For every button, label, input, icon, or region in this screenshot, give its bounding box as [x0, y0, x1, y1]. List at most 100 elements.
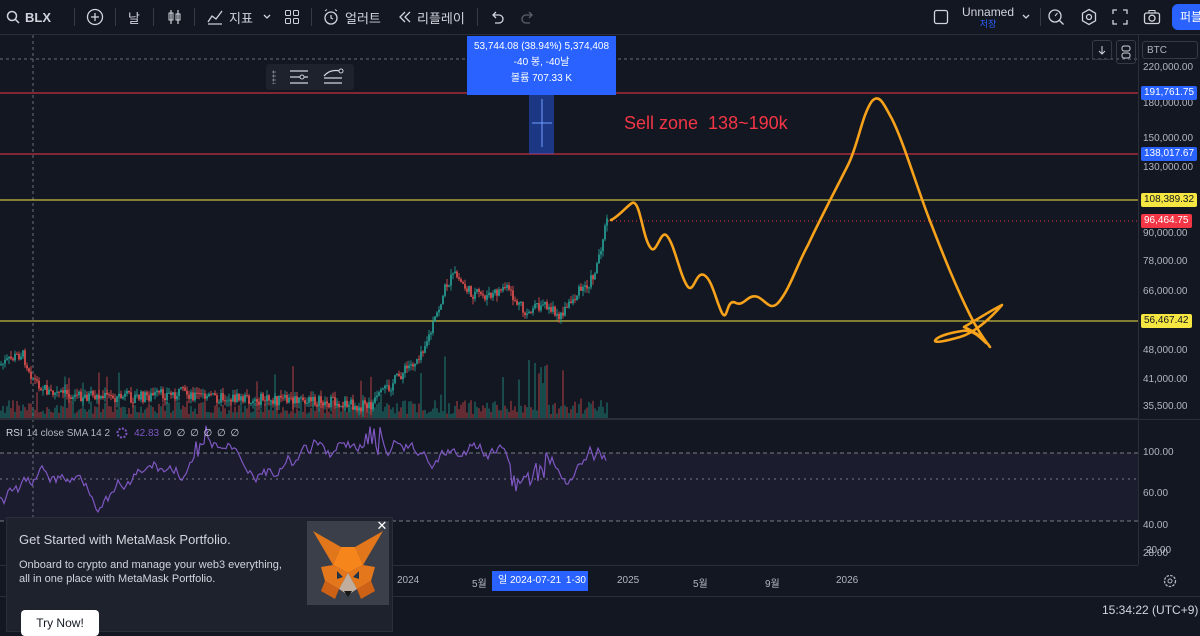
price-chart[interactable] — [0, 35, 1138, 565]
symbol-search-button[interactable]: BLX — [6, 0, 51, 34]
volume-bar — [510, 400, 512, 418]
volume-bar — [248, 400, 250, 418]
candle-body — [112, 395, 114, 399]
indicators-button[interactable]: 지표 — [206, 0, 253, 34]
volume-bar — [40, 411, 42, 418]
volume-bar — [538, 373, 540, 418]
volume-bar — [160, 406, 162, 418]
volume-bar — [438, 412, 440, 418]
scroll-down-button[interactable] — [1092, 40, 1112, 60]
candle-body — [298, 397, 300, 404]
candle-body — [270, 400, 272, 402]
sell-zone-annotation[interactable]: Sell zone 138~190k — [624, 113, 788, 133]
trend-path-icon[interactable] — [321, 67, 345, 87]
volume-bar — [280, 412, 282, 418]
quick-search-button[interactable] — [1047, 0, 1065, 34]
interval-button[interactable]: 날 — [128, 0, 140, 34]
rsi-legend: RSI 14 close SMA 14 2 42.83 ∅ ∅ ∅ ∅ ∅ ∅ — [6, 427, 240, 439]
try-now-button[interactable]: Try Now! — [21, 610, 99, 636]
layout-dropdown[interactable] — [1021, 0, 1031, 34]
volume-bar — [134, 405, 136, 418]
candle-body — [208, 393, 210, 397]
candle-body — [590, 275, 592, 288]
layout-select-checkbox[interactable] — [933, 0, 949, 34]
volume-bar — [552, 404, 554, 418]
candle-body — [426, 341, 428, 347]
undo-button[interactable] — [489, 0, 505, 34]
volume-bar — [392, 407, 394, 418]
price-label-yellow-1[interactable]: 108,389.32 — [1141, 193, 1198, 207]
measure-tooltip-line3: 볼륨 707.33 K — [510, 73, 573, 84]
clock[interactable]: 15:34:22 (UTC+9) — [1102, 603, 1199, 617]
volume-bar — [246, 408, 248, 418]
volume-bar — [178, 401, 180, 418]
compare-toggle-button[interactable] — [1116, 40, 1136, 64]
drawn-projection-path[interactable] — [609, 97, 1004, 349]
indicators-dropdown[interactable] — [262, 0, 272, 34]
volume-bar — [54, 407, 56, 418]
volume-bar — [192, 411, 194, 418]
metamask-promo-popup: Get Started with MetaMask Portfolio. Onb… — [6, 517, 393, 636]
volume-bar — [130, 413, 132, 418]
price-label-yellow-2[interactable]: 56,467.42 — [1141, 314, 1192, 328]
candle-body — [68, 394, 70, 398]
compare-symbol-button[interactable] — [86, 0, 104, 34]
layout-grid-button[interactable] — [284, 0, 300, 34]
candle-body — [232, 394, 234, 402]
chart-type-button[interactable] — [166, 0, 184, 34]
candle-body — [2, 363, 4, 365]
align-lines-icon[interactable] — [288, 67, 310, 87]
volume-bar — [236, 412, 238, 418]
price-label-blue-2[interactable]: 138,017.67 — [1141, 147, 1198, 161]
close-icon[interactable]: ✕ — [376, 518, 388, 533]
volume-bar — [198, 403, 200, 418]
candle-body — [70, 397, 72, 400]
alerts-button[interactable]: 얼러트 — [322, 0, 381, 34]
volume-bar — [546, 364, 548, 418]
price-label-last[interactable]: 96,464.75 — [1141, 214, 1192, 228]
price-tick: 220,000.00 — [1143, 62, 1194, 73]
volume-bar — [340, 411, 342, 418]
currency-selector[interactable]: BTC — [1142, 41, 1198, 59]
volume-bar — [74, 413, 76, 418]
candle-body — [460, 279, 462, 283]
time-axis-settings-button[interactable] — [1163, 574, 1177, 593]
snapshot-button[interactable] — [1143, 0, 1161, 34]
layout-name-button[interactable]: Unnamed 저장 — [962, 0, 1014, 34]
redo-button[interactable] — [520, 0, 536, 34]
candle-body — [554, 306, 556, 316]
volume-bar — [332, 400, 334, 418]
candle-body — [58, 391, 60, 393]
price-label-blue-1[interactable]: 191,761.75 — [1141, 86, 1198, 100]
price-axis[interactable]: BTC 220,000.00 180,000.00 150,000.00 130… — [1138, 35, 1200, 565]
volume-bar — [62, 406, 64, 418]
publish-button[interactable]: 퍼블 — [1172, 4, 1200, 30]
volume-bar — [78, 409, 80, 418]
candle-body — [606, 218, 608, 226]
candle-body — [452, 273, 454, 275]
settings-button[interactable] — [1080, 0, 1098, 34]
candle-body — [158, 390, 160, 393]
replay-button[interactable]: 리플레이 — [398, 0, 465, 34]
candle-body — [62, 390, 64, 393]
candle-body — [362, 400, 364, 412]
volume-bar — [264, 403, 266, 418]
fullscreen-button[interactable] — [1112, 0, 1128, 34]
volume-bar — [470, 400, 472, 418]
volume-bars — [0, 356, 608, 418]
volume-bar — [108, 406, 110, 418]
time-axis[interactable]: 2024 5월 2025 5월 9월 2026 일 2024-07-21 1-3… — [0, 565, 1138, 596]
candle-body — [202, 393, 204, 395]
volume-bar — [434, 400, 436, 418]
volume-bar — [46, 407, 48, 418]
rsi-color-icon[interactable] — [114, 427, 130, 439]
candle-body — [96, 394, 98, 400]
candle-body — [416, 359, 418, 364]
volume-bar — [208, 411, 210, 418]
toolbar-drag-handle[interactable] — [272, 70, 276, 84]
volume-bar — [394, 413, 396, 418]
candle-body — [34, 378, 36, 380]
volume-bar — [486, 402, 488, 418]
candle-body — [548, 306, 550, 310]
time-label: 5월 — [472, 579, 487, 590]
